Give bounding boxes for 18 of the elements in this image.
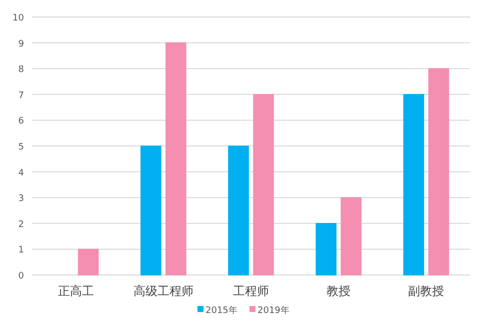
y-tick-label: 8	[18, 65, 24, 76]
legend-label: 2015年	[206, 306, 238, 316]
x-tick-label: 副教授	[408, 284, 444, 298]
y-tick-label: 0	[18, 272, 24, 282]
x-tick-label: 工程师	[233, 284, 269, 298]
y-tick-label: 7	[18, 90, 24, 101]
y-tick-label: 6	[18, 116, 24, 127]
legend-label: 2019年	[258, 306, 290, 316]
y-tick-label: 5	[18, 142, 24, 152]
y-tick-label: 2	[18, 220, 24, 230]
y-tick-label: 10	[12, 14, 24, 24]
y-tick-label: 3	[18, 194, 24, 204]
x-tick-label: 正高工	[58, 284, 94, 298]
x-tick-label: 教授	[326, 284, 351, 298]
y-tick-label: 1	[18, 246, 24, 256]
y-tick-label: 9	[18, 39, 24, 50]
x-tick-label: 高级工程师	[133, 284, 194, 298]
y-tick-label: 4	[18, 168, 24, 178]
